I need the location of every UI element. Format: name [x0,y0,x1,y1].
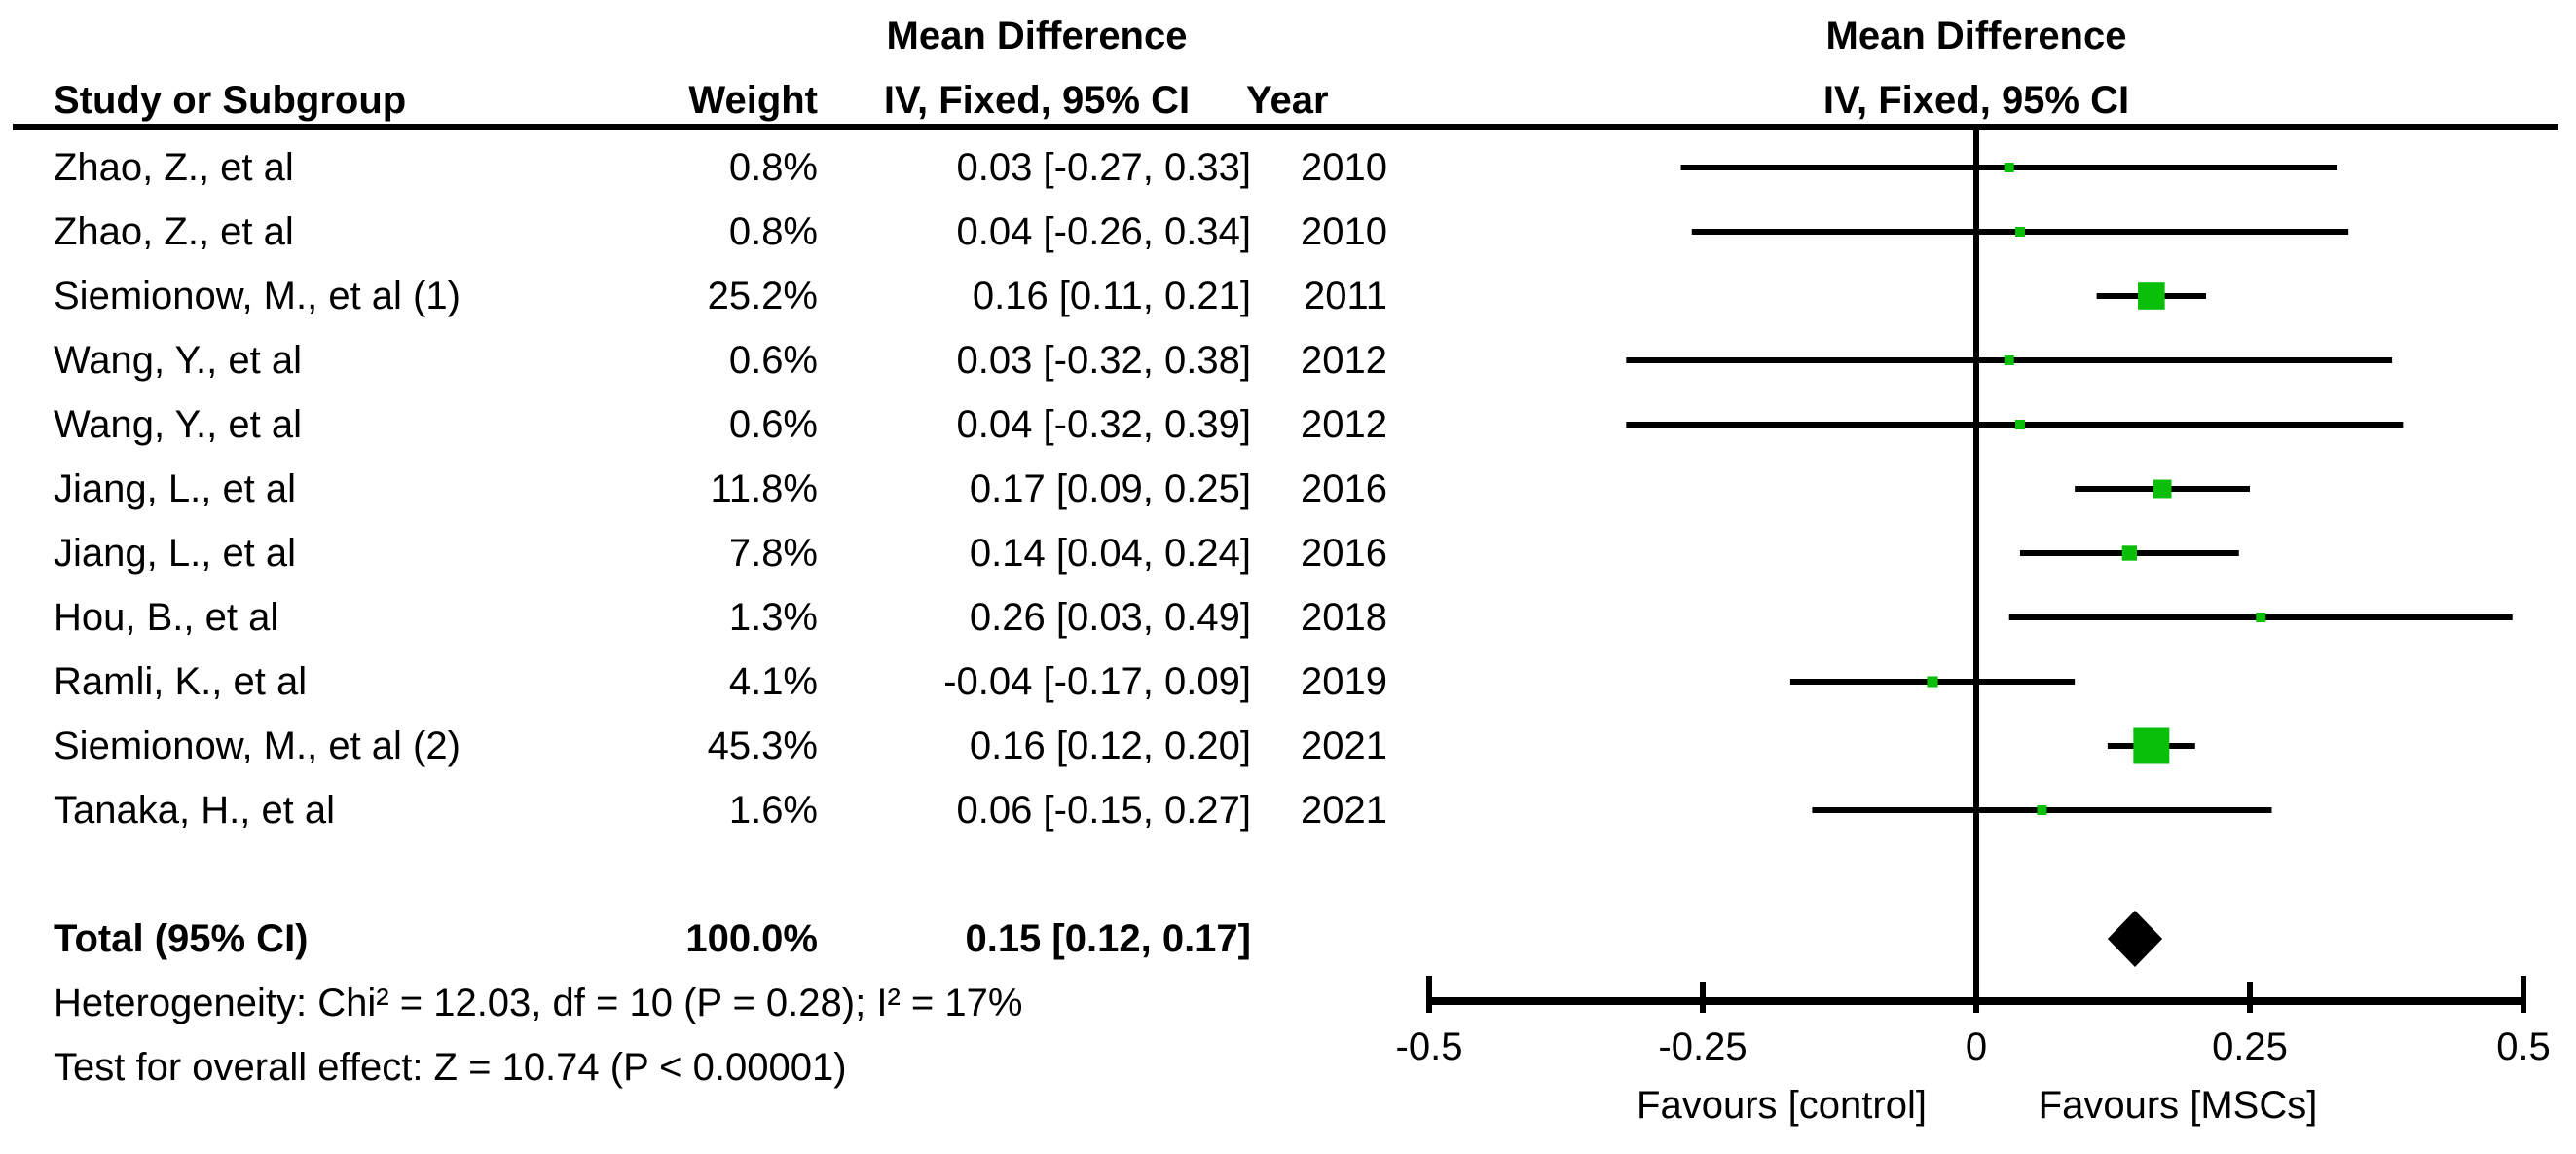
study-ci: 0.03 [-0.27, 0.33] [956,146,1251,189]
study-name: Jiang, L., et al [54,467,297,510]
total-label: Total (95% CI) [54,917,309,960]
study-weight: 0.8% [728,210,818,253]
column-header-method-left: IV, Fixed, 95% CI [883,79,1191,122]
overall-effect-text: Test for overall effect: Z = 10.74 (P < … [54,1046,847,1089]
study-name: Hou, B., et al [54,596,279,639]
study-ci: 0.16 [0.12, 0.20] [969,725,1251,767]
effect-square [1927,676,1938,688]
study-year: 2018 [1301,596,1387,639]
study-ci: 0.17 [0.09, 0.25] [969,467,1251,510]
axis-tick-label: -0.5 [1395,1025,1463,1068]
study-ci: 0.26 [0.03, 0.49] [969,596,1251,639]
study-weight: 4.1% [728,660,818,703]
effect-square [2014,420,2025,429]
study-weight: 45.3% [707,725,818,767]
study-year: 2016 [1301,532,1387,575]
favours-right-label: Favours [MSCs] [2038,1084,2318,1127]
study-year: 2016 [1301,467,1387,510]
axis-tick-label: 0 [1965,1025,1988,1068]
study-name: Wang, Y., et al [54,339,302,382]
study-name: Zhao, Z., et al [54,146,294,189]
left-effect-header: Mean Difference [886,15,1188,57]
study-weight: 0.6% [728,339,818,382]
study-name: Siemionow, M., et al (2) [54,725,460,767]
study-weight: 25.2% [707,275,818,317]
study-ci: -0.04 [-0.17, 0.09] [943,660,1251,703]
effect-square [2014,227,2025,237]
column-header-method-right: IV, Fixed, 95% CI [1822,79,2130,122]
study-year: 2011 [1303,275,1387,317]
study-year: 2010 [1301,210,1387,253]
study-weight: 1.3% [728,596,818,639]
effect-square [2004,355,2014,365]
study-name: Siemionow, M., et al (1) [54,275,460,317]
study-ci: 0.06 [-0.15, 0.27] [956,789,1251,832]
study-year: 2012 [1301,339,1387,382]
study-ci: 0.14 [0.04, 0.24] [969,532,1251,575]
axis-tick-label: 0.25 [2212,1025,2288,1068]
total-weight: 100.0% [685,917,818,960]
study-weight: 11.8% [710,467,818,510]
favours-left-label: Favours [control] [1637,1084,1927,1127]
total-ci: 0.15 [0.12, 0.17] [965,917,1251,960]
study-name: Tanaka, H., et al [54,789,336,832]
study-name: Ramli, K., et al [54,660,308,703]
study-year: 2021 [1301,789,1387,832]
study-name: Wang, Y., et al [54,403,302,446]
study-ci: 0.04 [-0.32, 0.39] [956,403,1251,446]
study-name: Jiang, L., et al [54,532,297,575]
study-year: 2010 [1301,146,1387,189]
study-ci: 0.16 [0.11, 0.21] [972,275,1251,317]
effect-square [2153,479,2172,499]
column-header-year: Year [1246,79,1329,122]
study-weight: 0.6% [728,403,818,446]
effect-square [2004,163,2014,172]
right-effect-header: Mean Difference [1825,15,2127,57]
study-ci: 0.03 [-0.32, 0.38] [956,339,1251,382]
study-name: Zhao, Z., et al [54,210,294,253]
study-year: 2012 [1301,403,1387,446]
effect-square [2121,545,2138,561]
column-header-weight: Weight [688,79,818,122]
column-header-study: Study or Subgroup [54,79,407,122]
effect-square [2133,727,2170,764]
study-weight: 0.8% [728,146,818,189]
heterogeneity-text: Heterogeneity: Chi² = 12.03, df = 10 (P … [54,982,1023,1024]
axis-tick-label: 0.5 [2496,1025,2551,1068]
study-weight: 7.8% [728,532,818,575]
effect-square [2138,282,2165,310]
study-weight: 1.6% [728,789,818,832]
header-rule [13,124,2558,130]
total-diamond [2107,911,2163,967]
axis-tick-label: -0.25 [1658,1025,1748,1068]
effect-square [2037,805,2047,815]
effect-square [2256,613,2266,622]
study-ci: 0.04 [-0.26, 0.34] [956,210,1251,253]
study-year: 2019 [1301,660,1387,703]
study-year: 2021 [1301,725,1387,767]
